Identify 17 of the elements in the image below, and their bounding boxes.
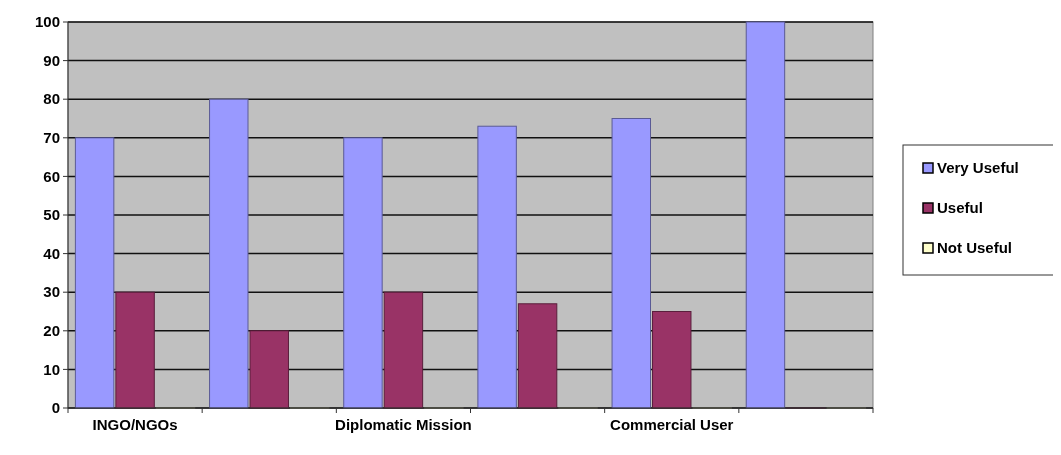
- legend-label: Not Useful: [937, 239, 1012, 257]
- legend-label: Very Useful: [937, 159, 1019, 177]
- y-tick-label: 30: [43, 283, 60, 301]
- y-tick-label: 100: [34, 13, 60, 31]
- y-tick-label: 10: [43, 360, 60, 378]
- y-tick-label: 90: [43, 51, 60, 69]
- x-tick-label: INGO/NGOs: [92, 416, 178, 433]
- y-tick-label: 40: [43, 244, 60, 262]
- y-tick-label: 60: [43, 167, 60, 185]
- y-tick-label: 50: [43, 206, 60, 224]
- y-tick-label: 20: [43, 322, 60, 340]
- y-tick-label: 80: [43, 90, 60, 108]
- y-tick-label: 70: [43, 129, 60, 147]
- x-tick-label: Diplomatic Mission: [335, 416, 472, 433]
- x-tick-label: Commercial User: [610, 416, 734, 433]
- legend-label: Useful: [937, 199, 983, 217]
- y-tick-label: 0: [51, 399, 60, 417]
